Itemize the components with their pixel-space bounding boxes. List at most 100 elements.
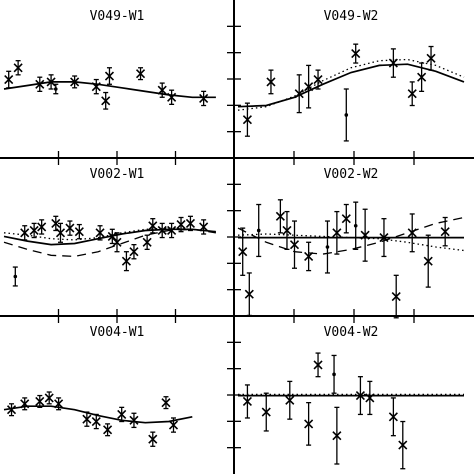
data-point [199, 219, 209, 235]
data-point [70, 75, 80, 89]
axis-ticks [57, 25, 415, 449]
data-point [238, 227, 248, 276]
cross-marker [29, 225, 39, 236]
cross-marker [332, 431, 342, 441]
data-point [117, 406, 127, 423]
dot-marker [325, 245, 330, 249]
dot-marker [353, 223, 358, 228]
data-point [129, 412, 139, 429]
data-point [426, 45, 436, 71]
data-point [417, 62, 427, 93]
cross-marker [185, 218, 196, 228]
panel-title: V002-W1 [90, 167, 145, 182]
cross-marker [148, 434, 158, 444]
cross-marker [266, 77, 276, 87]
cross-marker [35, 79, 45, 89]
cross-marker [388, 412, 398, 422]
cross-marker [44, 393, 54, 403]
panel-v002-w2: V002-W2 [237, 167, 465, 319]
data-point [157, 82, 167, 98]
data-point [74, 223, 84, 240]
panel-v049-w1: V049-W1 [3, 9, 216, 110]
cross-marker [167, 225, 177, 236]
panel-title: V004-W1 [90, 325, 145, 340]
data-point [294, 74, 304, 114]
data-point [161, 396, 171, 410]
cross-marker [107, 231, 117, 241]
data-point [388, 48, 398, 78]
panel-title: V049-W1 [90, 9, 145, 24]
data-point [266, 69, 276, 95]
cross-marker [360, 230, 370, 240]
cross-marker [6, 405, 17, 415]
data-point [261, 392, 271, 432]
data-point [44, 391, 54, 405]
cross-marker [199, 222, 209, 232]
cross-marker [242, 396, 252, 407]
cross-marker [423, 256, 433, 266]
cross-marker [351, 49, 361, 59]
cross-marker [135, 69, 146, 79]
cross-marker [95, 228, 105, 238]
cross-marker [20, 399, 30, 409]
data-point [112, 232, 122, 253]
data-point [167, 222, 177, 239]
data-point [29, 222, 39, 239]
data-point [423, 234, 433, 288]
data-point [35, 76, 45, 93]
cross-marker [157, 225, 167, 236]
cross-marker [244, 289, 254, 299]
data-point [360, 208, 370, 262]
data-point [91, 413, 101, 430]
cross-marker [426, 53, 436, 63]
cross-marker [4, 74, 14, 85]
cross-marker [440, 227, 450, 237]
data-point [107, 228, 117, 245]
cross-marker [242, 115, 252, 125]
data-point [142, 234, 152, 251]
cross-marker [148, 221, 158, 231]
data-point [407, 81, 417, 107]
cross-marker [129, 247, 139, 257]
data-point [304, 241, 314, 272]
data-point [331, 354, 337, 394]
dot-marker [13, 274, 18, 279]
cross-marker [379, 232, 389, 243]
data-point [135, 67, 146, 81]
data-point [35, 394, 45, 409]
cross-marker [91, 416, 101, 427]
data-point [324, 220, 330, 274]
cross-marker [332, 228, 342, 238]
cross-marker [54, 399, 64, 409]
data-point [6, 403, 17, 417]
panel-title: V004-W2 [324, 325, 379, 340]
cross-marker [294, 89, 304, 99]
data-point [355, 376, 365, 416]
dot-marker [332, 372, 336, 377]
cross-marker [398, 440, 408, 450]
cross-marker [65, 223, 75, 233]
data-point [388, 397, 398, 437]
panel-v002-w1: V002-W1 [3, 167, 216, 287]
data-point [242, 102, 252, 137]
data-point [351, 43, 361, 64]
data-point [353, 201, 359, 251]
dot-marker [53, 87, 58, 91]
data-point [53, 83, 59, 95]
cross-marker [157, 85, 167, 95]
cross-marker [55, 228, 66, 238]
panel-v004-w2: V004-W2 [238, 325, 464, 470]
data-point [313, 69, 323, 90]
cross-marker [238, 247, 248, 257]
cross-marker [275, 211, 285, 221]
data-point [332, 210, 342, 255]
data-point [13, 60, 23, 76]
model-curve-solid [237, 63, 465, 108]
data-point [4, 70, 14, 89]
data-point [285, 380, 295, 420]
cross-marker [35, 396, 45, 407]
cross-marker [341, 214, 351, 224]
cross-marker [417, 72, 427, 82]
data-point [65, 220, 75, 236]
